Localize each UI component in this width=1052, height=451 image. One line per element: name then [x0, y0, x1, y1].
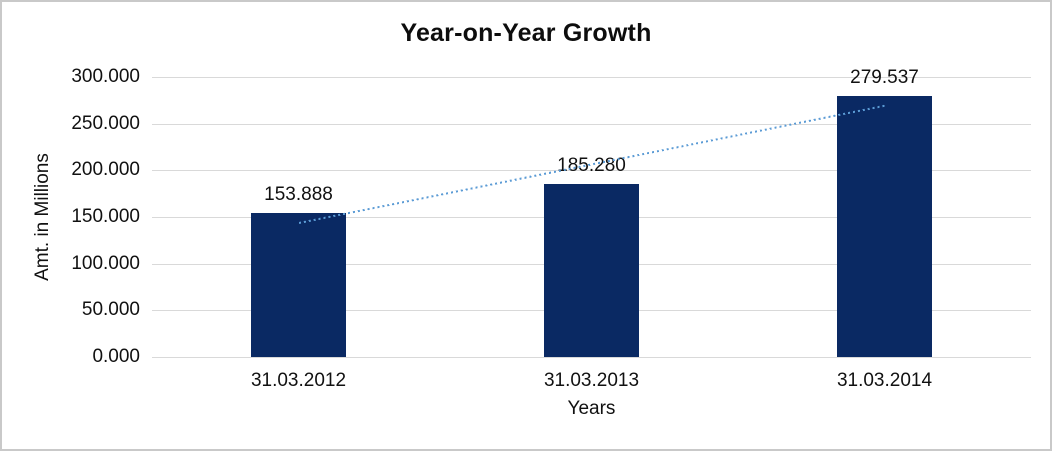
gridline	[152, 170, 1031, 172]
x-tick-label: 31.03.2012	[250, 370, 347, 391]
x-tick-label: 31.03.2014	[836, 370, 933, 391]
bar	[544, 184, 639, 357]
y-tick-label: 50.000	[81, 299, 140, 321]
y-tick-label: 100.000	[71, 252, 140, 274]
x-axis-title: Years	[567, 398, 616, 419]
data-label: 279.537	[850, 67, 919, 89]
gridline	[152, 123, 1031, 125]
chart-title: Year-on-Year Growth	[400, 19, 652, 47]
y-tick-label: 300.000	[71, 66, 140, 87]
plot-area: 153.888 185.280 279.537	[152, 67, 1031, 358]
y-tick-label: 0.000	[92, 346, 140, 367]
data-label: 153.888	[264, 184, 333, 206]
y-axis: 0.000 50.000 100.000 150.000 200.000 250.000 3…	[2, 2, 140, 449]
x-axis-line	[152, 357, 1031, 358]
y-tick-label: 150.000	[71, 206, 140, 227]
gridline	[152, 77, 1031, 78]
bar	[837, 96, 932, 357]
y-tick-label: 200.000	[71, 159, 140, 181]
bar	[251, 213, 346, 357]
y-tick-label: 250.000	[71, 112, 140, 134]
x-tick-label: 31.03.2013	[543, 370, 640, 391]
